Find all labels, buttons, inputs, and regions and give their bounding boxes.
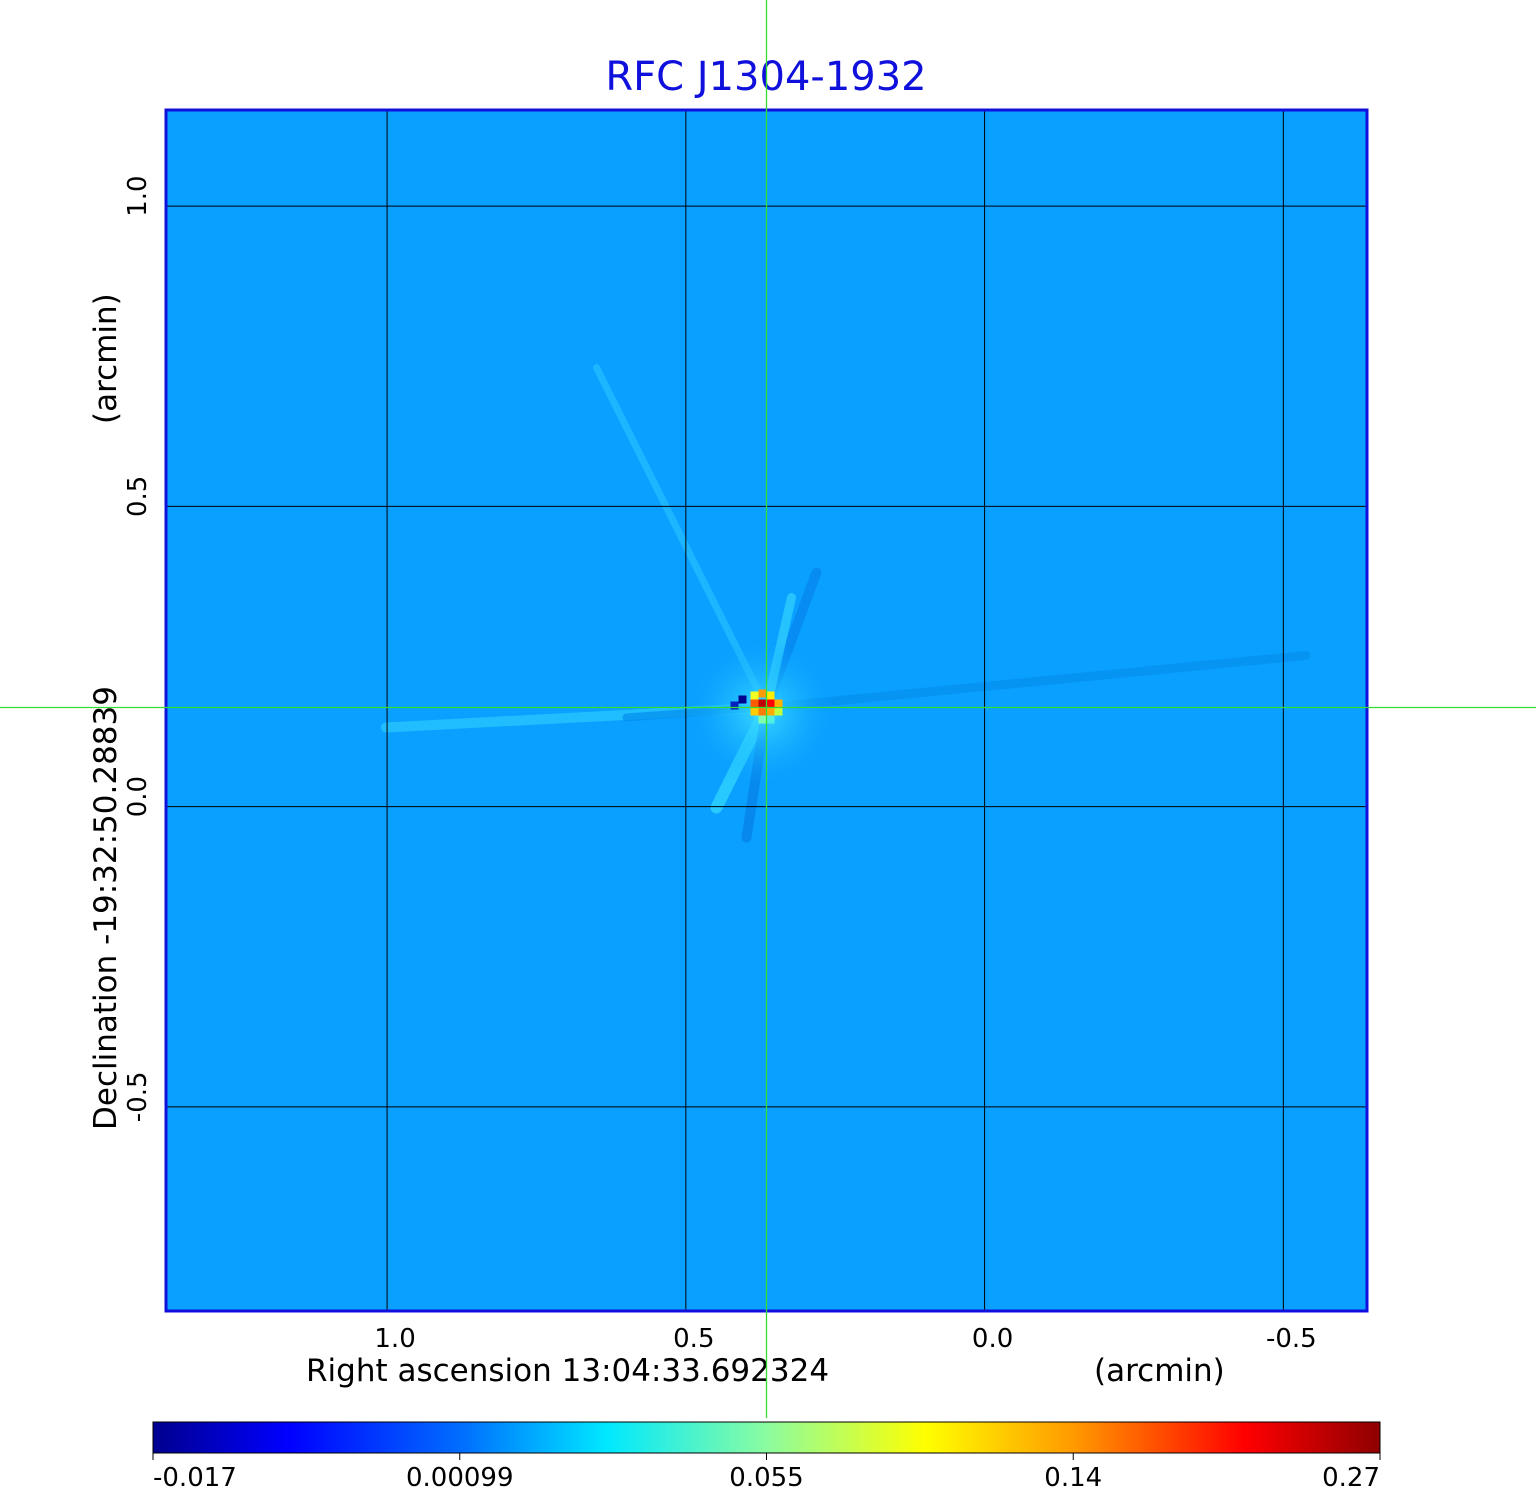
x-axis-unit: (arcmin) — [1094, 1353, 1225, 1389]
y-tick-labels: 1.0 0.5 0.0 -0.5 — [123, 175, 153, 1122]
y-axis-label: Declination -19:32:50.28839 — [88, 686, 124, 1130]
source-pixel — [750, 691, 759, 700]
x-tick-label: 0.0 — [972, 1324, 1013, 1354]
y-tick-label: -0.5 — [123, 1071, 153, 1122]
x-axis-label: Right ascension 13:04:33.692324 — [306, 1353, 829, 1389]
y-tick-label: 1.0 — [123, 175, 153, 216]
source-pixel — [758, 689, 767, 698]
colorbar-tick-label: 0.27 — [1322, 1463, 1380, 1493]
source-pixel — [758, 715, 767, 724]
colorbar-tick-label: -0.017 — [153, 1463, 237, 1493]
source-pixel — [766, 699, 775, 708]
source-pixel — [766, 691, 775, 700]
colorbar-tick-label: 0.14 — [1044, 1463, 1102, 1493]
x-tick-label: -0.5 — [1266, 1324, 1317, 1354]
source-pixel — [766, 715, 775, 724]
x-tick-labels: 1.0 0.5 0.0 -0.5 — [374, 1324, 1316, 1354]
colorbar — [152, 1421, 1381, 1454]
source-pixel — [766, 707, 775, 716]
source-pixel — [738, 695, 747, 704]
source-pixel — [774, 707, 783, 716]
colorbar-tick-labels: -0.017 0.00099 0.055 0.14 0.27 — [152, 1453, 1381, 1493]
colorbar-tick-label: 0.055 — [729, 1463, 803, 1493]
x-tick-label: 1.0 — [374, 1324, 415, 1354]
radio-source — [686, 637, 837, 788]
source-pixel — [774, 699, 783, 708]
y-tick-label: 0.0 — [123, 776, 153, 817]
y-axis-unit: (arcmin) — [88, 293, 124, 424]
sidelobe-streak — [762, 650, 1311, 712]
x-tick-label: 0.5 — [673, 1324, 714, 1354]
colorbar-tick-label: 0.00099 — [406, 1463, 514, 1493]
source-pixel — [730, 701, 739, 710]
source-pixel — [750, 699, 759, 708]
y-tick-label: 0.5 — [123, 476, 153, 517]
source-pixel — [758, 707, 767, 716]
source-pixel — [758, 699, 767, 708]
source-pixel — [750, 707, 759, 716]
